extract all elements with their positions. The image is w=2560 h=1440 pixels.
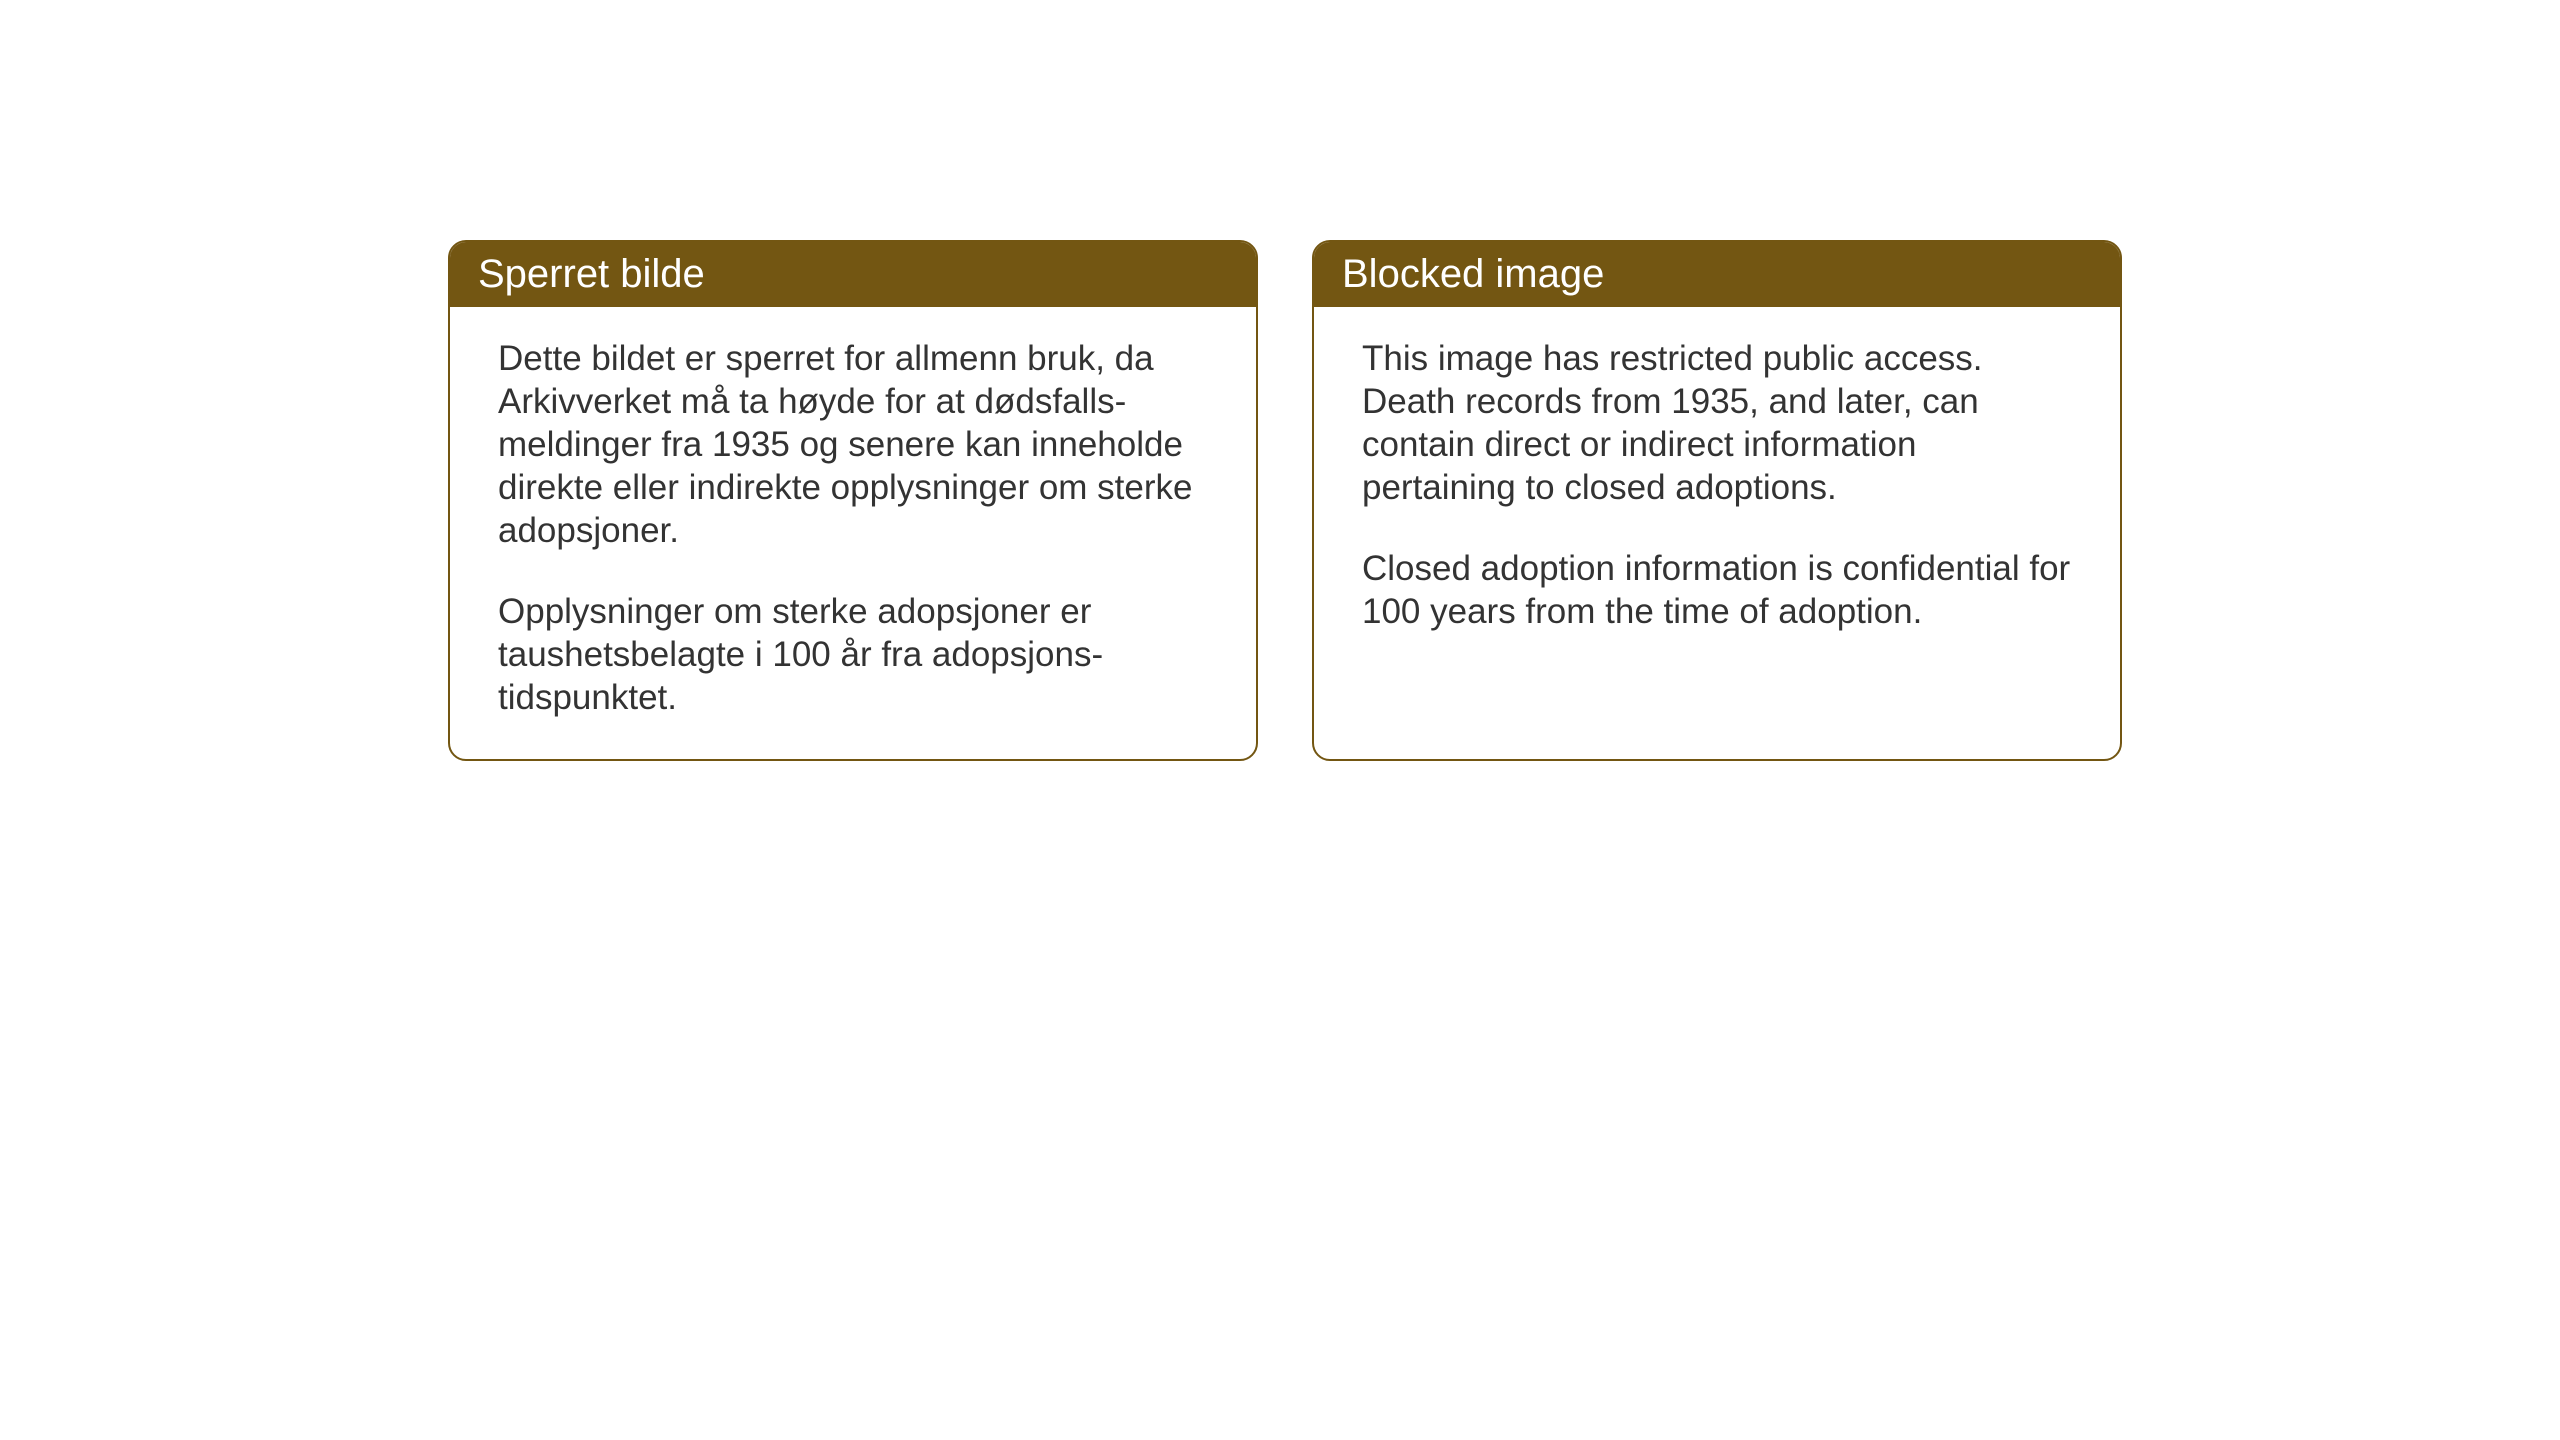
notice-card-norwegian: Sperret bilde Dette bildet er sperret fo…	[448, 240, 1258, 761]
card-body-english: This image has restricted public access.…	[1314, 307, 2120, 673]
paragraph-text: This image has restricted public access.…	[1362, 337, 2072, 509]
paragraph-text: Dette bildet er sperret for allmenn bruk…	[498, 337, 1208, 552]
card-title: Blocked image	[1342, 252, 1604, 296]
notice-container: Sperret bilde Dette bildet er sperret fo…	[448, 240, 2122, 761]
paragraph-text: Opplysninger om sterke adopsjoner er tau…	[498, 590, 1208, 719]
paragraph-text: Closed adoption information is confident…	[1362, 547, 2072, 633]
card-header-norwegian: Sperret bilde	[450, 242, 1256, 307]
card-header-english: Blocked image	[1314, 242, 2120, 307]
card-title: Sperret bilde	[478, 252, 705, 296]
notice-card-english: Blocked image This image has restricted …	[1312, 240, 2122, 761]
card-body-norwegian: Dette bildet er sperret for allmenn bruk…	[450, 307, 1256, 759]
